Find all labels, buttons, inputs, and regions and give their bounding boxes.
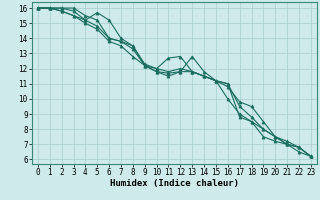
X-axis label: Humidex (Indice chaleur): Humidex (Indice chaleur): [110, 179, 239, 188]
